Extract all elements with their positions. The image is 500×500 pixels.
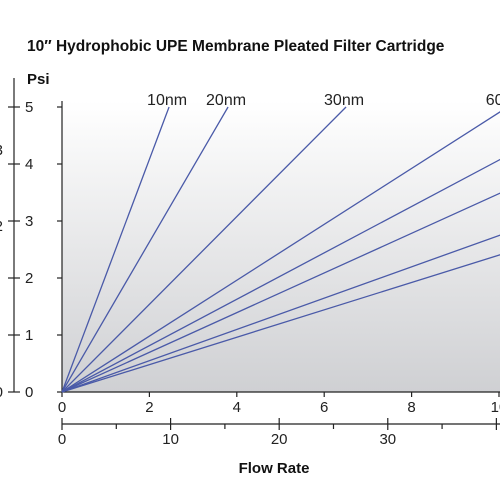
left-axis-tick-label: 3 [0,142,3,159]
series-label: 30nm [324,92,364,109]
y-tick-label: 1 [25,327,33,344]
x-tick-label: 2 [145,399,153,416]
secondary-x-tick-label: 20 [271,431,288,448]
x-axis-label: Flow Rate [239,460,310,477]
secondary-x-tick-label: 10 [162,431,179,448]
secondary-x-tick-label: 30 [379,431,396,448]
x-tick-label: 6 [320,399,328,416]
series-line [61,234,500,393]
series-label: 60nm [486,92,500,109]
y-tick-label: 0 [25,384,33,401]
x-tick-label: 0 [58,399,66,416]
chart-title: 10″ Hydrophobic UPE Membrane Pleated Fil… [27,38,445,55]
series-line [61,106,170,393]
series-label: 20nm [206,92,246,109]
series-line [61,254,500,393]
series-line [61,158,500,393]
series-line [61,106,229,393]
series-line [61,111,500,393]
left-axis-tick-label: 2 [0,218,3,235]
series-line [61,192,500,393]
x-tick-label: 10 [491,399,500,416]
series-line [61,106,347,393]
left-axis-tick-label: 0 [0,384,3,401]
series-label: 10nm [147,92,187,109]
secondary-x-tick-label: 0 [58,431,66,448]
y-tick-label: 4 [25,156,33,173]
plot-background [62,101,500,392]
x-tick-label: 4 [233,399,241,416]
y-tick-label: 3 [25,213,33,230]
y-tick-label: 2 [25,270,33,287]
y-tick-label: 5 [25,99,33,116]
y-axis-label: Psi [27,71,50,88]
plot-area: 023012345Psi02468100102030Flow Rate10nm2… [0,71,500,477]
x-tick-label: 8 [407,399,415,416]
